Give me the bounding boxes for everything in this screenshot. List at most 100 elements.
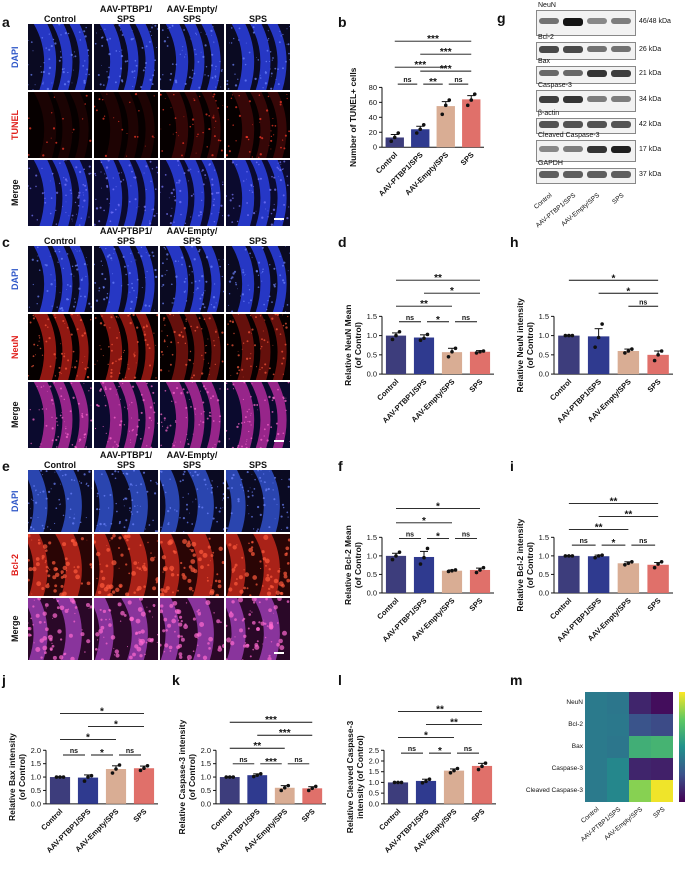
data-point bbox=[656, 353, 660, 357]
y-axis-label: (of Control) bbox=[187, 754, 197, 800]
data-point bbox=[473, 92, 477, 96]
y-axis-label: Relative Bax intensity bbox=[7, 733, 17, 821]
blot-protein-label: NeuN bbox=[538, 2, 556, 9]
blot-band bbox=[611, 171, 631, 178]
data-point bbox=[398, 330, 402, 334]
y-tick-label: 1.5 bbox=[369, 767, 379, 776]
y-tick-label: 1.0 bbox=[369, 778, 379, 787]
data-point bbox=[252, 775, 256, 779]
column-header: AAV-Empty/ SPS bbox=[160, 448, 224, 470]
heatmap-cell bbox=[607, 692, 629, 714]
y-tick-label: 1.5 bbox=[539, 533, 549, 542]
heatmap-cell bbox=[629, 714, 651, 736]
data-point bbox=[415, 131, 419, 135]
data-point bbox=[283, 786, 287, 790]
blot-protein-label: Cleaved Caspase-3 bbox=[538, 132, 599, 139]
x-tick-label: SPS bbox=[300, 807, 317, 824]
row-label: Merge bbox=[10, 382, 20, 448]
data-point bbox=[393, 781, 397, 785]
data-point bbox=[422, 123, 426, 127]
data-point bbox=[593, 345, 597, 349]
blot-protein-label: Bcl-2 bbox=[538, 34, 554, 41]
y-tick-label: 0.5 bbox=[539, 350, 549, 359]
micrograph-tile bbox=[94, 598, 158, 660]
significance-label: * bbox=[612, 273, 616, 284]
bar bbox=[78, 778, 98, 804]
heatmap-colorbar bbox=[679, 692, 685, 802]
significance-label: ** bbox=[595, 523, 603, 534]
data-point bbox=[419, 562, 423, 566]
data-point bbox=[307, 789, 311, 793]
bar bbox=[414, 557, 434, 593]
significance-label: ns bbox=[406, 315, 414, 322]
data-point bbox=[90, 774, 94, 778]
blot-kda-label: 37 kDa bbox=[639, 171, 661, 178]
blot-kda-label: 34 kDa bbox=[639, 96, 661, 103]
data-point bbox=[440, 113, 444, 117]
heatmap-row-label: Bax bbox=[513, 743, 583, 750]
data-point bbox=[83, 779, 87, 783]
micrograph-tile bbox=[160, 470, 224, 532]
blot-band bbox=[587, 70, 607, 77]
row-label: Merge bbox=[10, 598, 20, 660]
bar bbox=[442, 571, 462, 593]
heatmap-cell bbox=[585, 692, 607, 714]
bar bbox=[558, 336, 579, 374]
data-point bbox=[567, 334, 571, 338]
data-point bbox=[396, 131, 400, 135]
significance-label: ns bbox=[406, 531, 414, 538]
y-tick-label: 2.0 bbox=[31, 746, 41, 755]
y-axis-label: Relative NeuN intensity bbox=[515, 298, 525, 393]
heatmap-cell bbox=[629, 736, 651, 758]
significance-label: * bbox=[100, 706, 104, 717]
data-point bbox=[627, 561, 631, 565]
y-tick-label: 0.0 bbox=[369, 799, 379, 808]
bar bbox=[437, 106, 455, 147]
blot-kda-label: 17 kDa bbox=[639, 146, 661, 153]
bar bbox=[416, 781, 436, 804]
scale-bar bbox=[274, 440, 284, 442]
y-tick-label: 1.5 bbox=[539, 312, 549, 321]
significance-label: ** bbox=[624, 510, 632, 521]
data-point bbox=[564, 334, 568, 338]
blot-band bbox=[611, 96, 631, 102]
data-point bbox=[480, 765, 484, 769]
data-point bbox=[656, 562, 660, 566]
data-point bbox=[477, 768, 481, 772]
x-tick-label: SPS bbox=[459, 150, 476, 167]
blot-lane-label: Control bbox=[533, 192, 554, 211]
blot-band bbox=[611, 146, 631, 154]
significance-label: * bbox=[436, 315, 440, 326]
column-header: SPS bbox=[226, 448, 290, 470]
y-tick-label: 1.0 bbox=[539, 551, 549, 560]
bar bbox=[647, 355, 668, 374]
y-tick-label: 1.0 bbox=[31, 773, 41, 782]
bar bbox=[134, 768, 154, 804]
significance-label: ** bbox=[253, 741, 261, 752]
data-point bbox=[600, 322, 604, 326]
micrograph-tile bbox=[94, 314, 158, 380]
y-axis-label: (of Control) bbox=[353, 542, 363, 588]
y-tick-label: 0.5 bbox=[31, 786, 41, 795]
x-tick-label: SPS bbox=[467, 596, 484, 613]
y-tick-label: 60 bbox=[369, 98, 377, 107]
data-point bbox=[419, 338, 423, 342]
data-point bbox=[567, 554, 571, 558]
y-axis-label: Relative Caspase-3 intensity bbox=[177, 719, 187, 834]
data-point bbox=[469, 98, 473, 102]
micrograph-tile bbox=[94, 470, 158, 532]
significance-label: ns bbox=[126, 748, 134, 755]
column-header: AAV-PTBP1/ SPS bbox=[94, 448, 158, 470]
significance-label: * bbox=[114, 719, 118, 730]
blot-band bbox=[563, 171, 583, 178]
significance-label: ns bbox=[462, 315, 470, 322]
significance-label: ** bbox=[436, 705, 444, 716]
heatmap-row-label: Cleaved Caspase-3 bbox=[513, 787, 583, 794]
heatmap-cell bbox=[607, 736, 629, 758]
micrograph-tile bbox=[226, 470, 290, 532]
scale-bar bbox=[274, 652, 284, 654]
